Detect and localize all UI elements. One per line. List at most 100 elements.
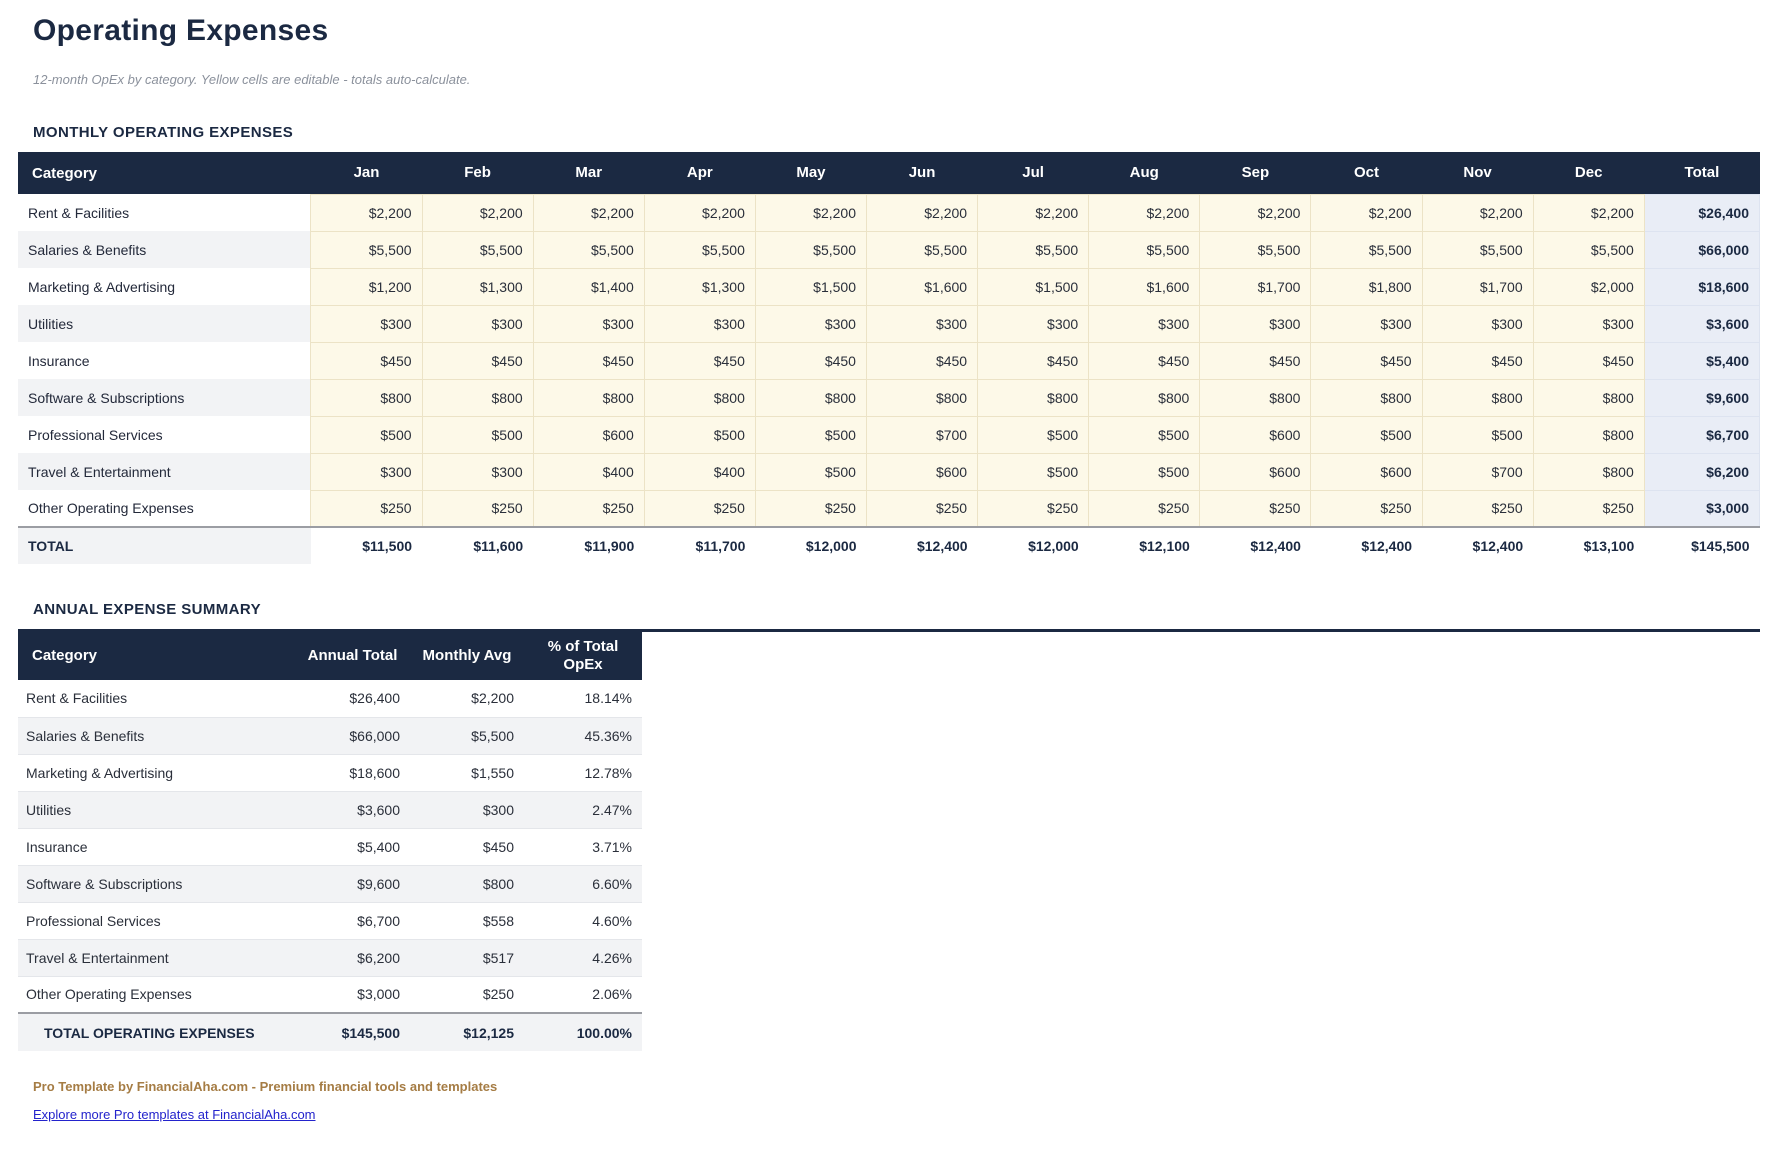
editable-expense-cell[interactable]: $500 bbox=[643, 415, 756, 454]
editable-expense-cell[interactable]: $600 bbox=[532, 415, 645, 454]
editable-expense-cell[interactable]: $250 bbox=[1421, 489, 1534, 528]
editable-expense-cell[interactable]: $5,500 bbox=[421, 230, 534, 269]
editable-expense-cell[interactable]: $500 bbox=[421, 415, 534, 454]
editable-expense-cell[interactable]: $1,300 bbox=[421, 267, 534, 306]
editable-expense-cell[interactable]: $5,500 bbox=[865, 230, 979, 269]
editable-expense-cell[interactable]: $5,500 bbox=[977, 230, 1090, 269]
editable-expense-cell[interactable]: $5,500 bbox=[1310, 230, 1423, 269]
editable-expense-cell[interactable]: $450 bbox=[1088, 341, 1201, 380]
editable-expense-cell[interactable]: $2,200 bbox=[977, 193, 1090, 232]
editable-expense-cell[interactable]: $800 bbox=[1199, 378, 1312, 417]
editable-expense-cell[interactable]: $1,800 bbox=[1310, 267, 1423, 306]
footer-template-link[interactable]: Explore more Pro templates at FinancialA… bbox=[33, 1107, 316, 1122]
editable-expense-cell[interactable]: $1,500 bbox=[977, 267, 1090, 306]
editable-expense-cell[interactable]: $2,200 bbox=[1532, 193, 1645, 232]
editable-expense-cell[interactable]: $450 bbox=[1532, 341, 1645, 380]
editable-expense-cell[interactable]: $600 bbox=[1199, 452, 1312, 491]
editable-expense-cell[interactable]: $5,500 bbox=[532, 230, 645, 269]
editable-expense-cell[interactable]: $600 bbox=[865, 452, 979, 491]
editable-expense-cell[interactable]: $300 bbox=[643, 304, 756, 343]
editable-expense-cell[interactable]: $800 bbox=[865, 378, 979, 417]
editable-expense-cell[interactable]: $250 bbox=[1310, 489, 1423, 528]
editable-expense-cell[interactable]: $300 bbox=[977, 304, 1090, 343]
editable-expense-cell[interactable]: $800 bbox=[1310, 378, 1423, 417]
editable-expense-cell[interactable]: $450 bbox=[310, 341, 423, 380]
editable-expense-cell[interactable]: $600 bbox=[1310, 452, 1423, 491]
editable-expense-cell[interactable]: $450 bbox=[1310, 341, 1423, 380]
editable-expense-cell[interactable]: $2,200 bbox=[1421, 193, 1534, 232]
editable-expense-cell[interactable]: $1,300 bbox=[643, 267, 756, 306]
editable-expense-cell[interactable]: $250 bbox=[1532, 489, 1645, 528]
editable-expense-cell[interactable]: $1,600 bbox=[1088, 267, 1201, 306]
editable-expense-cell[interactable]: $300 bbox=[310, 452, 423, 491]
editable-expense-cell[interactable]: $800 bbox=[421, 378, 534, 417]
editable-expense-cell[interactable]: $300 bbox=[1199, 304, 1312, 343]
editable-expense-cell[interactable]: $2,200 bbox=[1310, 193, 1423, 232]
editable-expense-cell[interactable]: $300 bbox=[1421, 304, 1534, 343]
editable-expense-cell[interactable]: $500 bbox=[1088, 415, 1201, 454]
editable-expense-cell[interactable]: $300 bbox=[754, 304, 867, 343]
editable-expense-cell[interactable]: $300 bbox=[421, 304, 534, 343]
editable-expense-cell[interactable]: $5,500 bbox=[754, 230, 867, 269]
editable-expense-cell[interactable]: $700 bbox=[865, 415, 979, 454]
editable-expense-cell[interactable]: $5,500 bbox=[1532, 230, 1645, 269]
editable-expense-cell[interactable]: $450 bbox=[532, 341, 645, 380]
editable-expense-cell[interactable]: $500 bbox=[754, 415, 867, 454]
editable-expense-cell[interactable]: $2,000 bbox=[1532, 267, 1645, 306]
editable-expense-cell[interactable]: $500 bbox=[1421, 415, 1534, 454]
editable-expense-cell[interactable]: $2,200 bbox=[310, 193, 423, 232]
editable-expense-cell[interactable]: $800 bbox=[1532, 378, 1645, 417]
editable-expense-cell[interactable]: $450 bbox=[977, 341, 1090, 380]
editable-expense-cell[interactable]: $2,200 bbox=[754, 193, 867, 232]
editable-expense-cell[interactable]: $1,600 bbox=[865, 267, 979, 306]
editable-expense-cell[interactable]: $400 bbox=[532, 452, 645, 491]
editable-expense-cell[interactable]: $450 bbox=[421, 341, 534, 380]
editable-expense-cell[interactable]: $800 bbox=[754, 378, 867, 417]
editable-expense-cell[interactable]: $250 bbox=[977, 489, 1090, 528]
editable-expense-cell[interactable]: $250 bbox=[754, 489, 867, 528]
editable-expense-cell[interactable]: $250 bbox=[1088, 489, 1201, 528]
editable-expense-cell[interactable]: $1,500 bbox=[754, 267, 867, 306]
editable-expense-cell[interactable]: $250 bbox=[421, 489, 534, 528]
editable-expense-cell[interactable]: $600 bbox=[1199, 415, 1312, 454]
editable-expense-cell[interactable]: $2,200 bbox=[1199, 193, 1312, 232]
editable-expense-cell[interactable]: $5,500 bbox=[1199, 230, 1312, 269]
editable-expense-cell[interactable]: $2,200 bbox=[643, 193, 756, 232]
editable-expense-cell[interactable]: $250 bbox=[643, 489, 756, 528]
editable-expense-cell[interactable]: $2,200 bbox=[421, 193, 534, 232]
editable-expense-cell[interactable]: $5,500 bbox=[1088, 230, 1201, 269]
editable-expense-cell[interactable]: $500 bbox=[1088, 452, 1201, 491]
editable-expense-cell[interactable]: $800 bbox=[310, 378, 423, 417]
editable-expense-cell[interactable]: $800 bbox=[532, 378, 645, 417]
editable-expense-cell[interactable]: $800 bbox=[977, 378, 1090, 417]
editable-expense-cell[interactable]: $250 bbox=[865, 489, 979, 528]
editable-expense-cell[interactable]: $300 bbox=[1310, 304, 1423, 343]
editable-expense-cell[interactable]: $2,200 bbox=[1088, 193, 1201, 232]
editable-expense-cell[interactable]: $450 bbox=[1421, 341, 1534, 380]
editable-expense-cell[interactable]: $800 bbox=[1421, 378, 1534, 417]
editable-expense-cell[interactable]: $300 bbox=[865, 304, 979, 343]
editable-expense-cell[interactable]: $450 bbox=[754, 341, 867, 380]
editable-expense-cell[interactable]: $500 bbox=[310, 415, 423, 454]
editable-expense-cell[interactable]: $300 bbox=[421, 452, 534, 491]
editable-expense-cell[interactable]: $5,500 bbox=[310, 230, 423, 269]
editable-expense-cell[interactable]: $300 bbox=[532, 304, 645, 343]
editable-expense-cell[interactable]: $450 bbox=[865, 341, 979, 380]
editable-expense-cell[interactable]: $300 bbox=[1532, 304, 1645, 343]
editable-expense-cell[interactable]: $800 bbox=[1532, 452, 1645, 491]
editable-expense-cell[interactable]: $250 bbox=[1199, 489, 1312, 528]
editable-expense-cell[interactable]: $500 bbox=[1310, 415, 1423, 454]
editable-expense-cell[interactable]: $800 bbox=[1088, 378, 1201, 417]
editable-expense-cell[interactable]: $300 bbox=[310, 304, 423, 343]
editable-expense-cell[interactable]: $500 bbox=[977, 452, 1090, 491]
editable-expense-cell[interactable]: $1,200 bbox=[310, 267, 423, 306]
editable-expense-cell[interactable]: $2,200 bbox=[532, 193, 645, 232]
editable-expense-cell[interactable]: $800 bbox=[1532, 415, 1645, 454]
editable-expense-cell[interactable]: $1,700 bbox=[1199, 267, 1312, 306]
editable-expense-cell[interactable]: $1,400 bbox=[532, 267, 645, 306]
editable-expense-cell[interactable]: $500 bbox=[977, 415, 1090, 454]
editable-expense-cell[interactable]: $250 bbox=[532, 489, 645, 528]
editable-expense-cell[interactable]: $400 bbox=[643, 452, 756, 491]
editable-expense-cell[interactable]: $2,200 bbox=[865, 193, 979, 232]
editable-expense-cell[interactable]: $1,700 bbox=[1421, 267, 1534, 306]
